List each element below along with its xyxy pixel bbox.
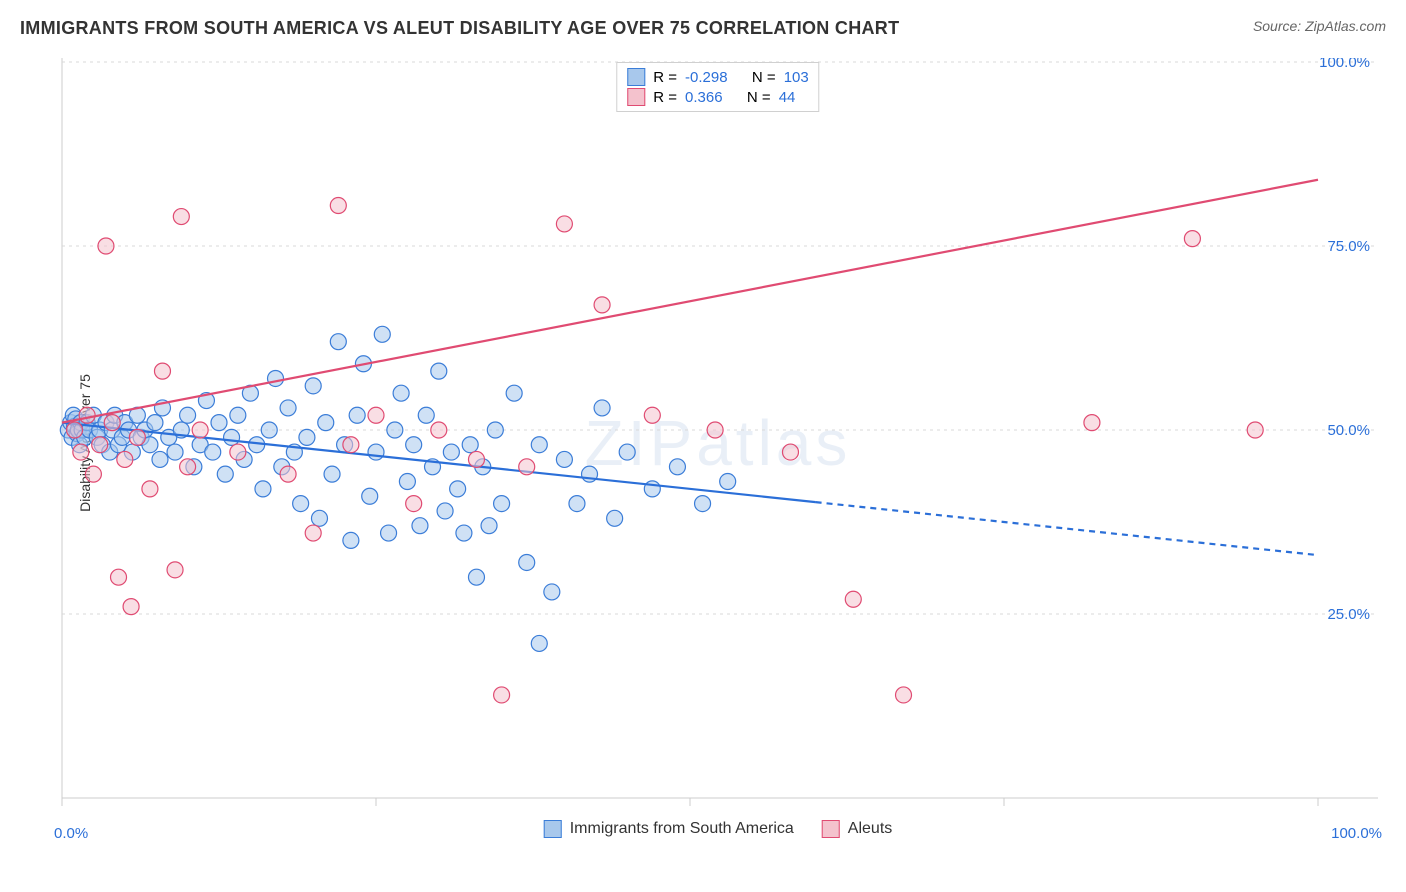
svg-text:25.0%: 25.0% — [1327, 606, 1370, 623]
legend-swatch-blue — [627, 68, 645, 86]
svg-text:75.0%: 75.0% — [1327, 238, 1370, 255]
legend-swatch-blue — [544, 820, 562, 838]
correlation-legend: R = -0.298 N = 103 R = 0.366 N = 44 — [616, 62, 819, 112]
chart-title: IMMIGRANTS FROM SOUTH AMERICA VS ALEUT D… — [20, 18, 899, 39]
legend-swatch-pink — [627, 88, 645, 106]
legend-label: Aleuts — [848, 820, 892, 838]
source-label: Source: ZipAtlas.com — [1253, 18, 1386, 34]
bottom-legend: Immigrants from South America Aleuts — [544, 820, 893, 838]
svg-text:100.0%: 100.0% — [1319, 58, 1370, 71]
legend-swatch-pink — [822, 820, 840, 838]
chart-area: Disability Age Over 75 ZIPatlas 25.0%50.… — [58, 58, 1378, 828]
x-tick-label: 0.0% — [54, 825, 88, 842]
legend-label: Immigrants from South America — [570, 820, 794, 838]
scatter-plot: 25.0% 50.0% 75.0% 100.0% — [58, 58, 1378, 828]
svg-text:50.0%: 50.0% — [1327, 422, 1370, 439]
x-tick-label: 100.0% — [1331, 825, 1382, 842]
